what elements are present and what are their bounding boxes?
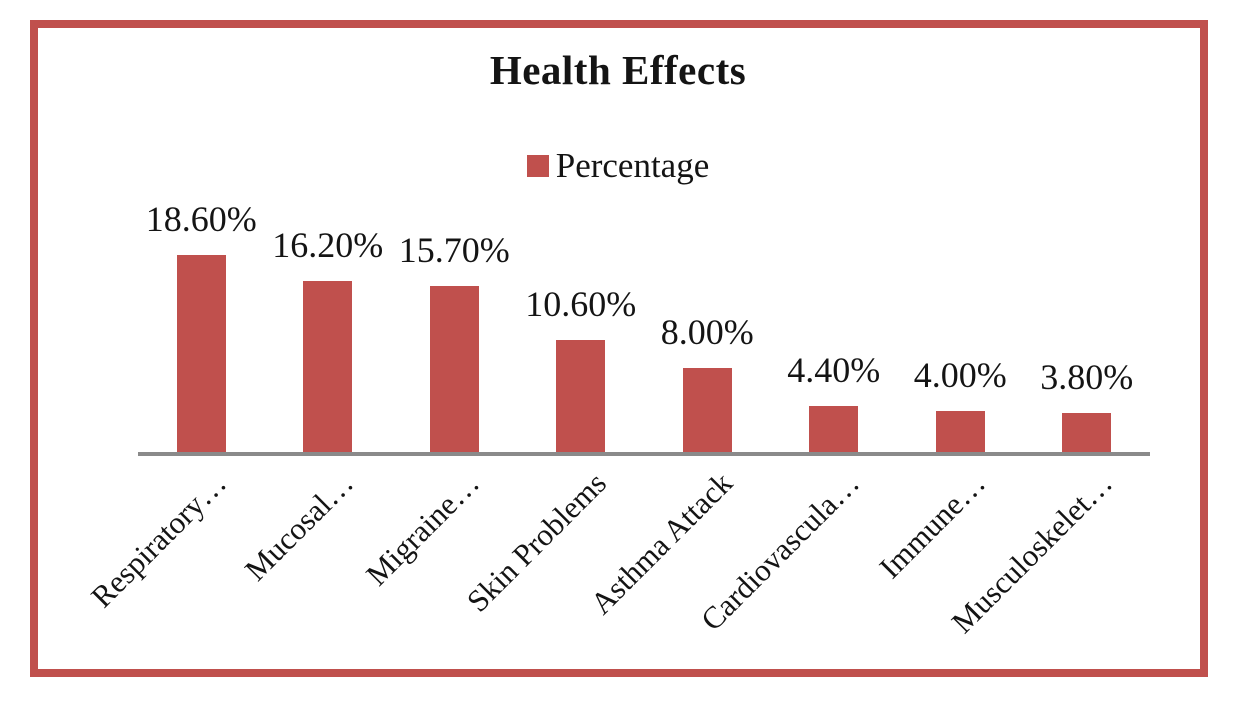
data-label-3: 15.70% (398, 230, 510, 271)
bar-5 (682, 368, 732, 455)
category-label-3: Migraine… (359, 465, 487, 593)
bar-1 (176, 255, 226, 455)
category-label-7: Immune… (872, 465, 993, 586)
bar-6 (809, 406, 859, 455)
data-label-6: 4.40% (787, 350, 881, 391)
category-label-6: Cardiovascula… (693, 465, 866, 638)
data-label-1: 18.60% (145, 199, 257, 240)
category-label-5: Asthma Attack (583, 465, 740, 621)
category-label-2: Mucosal… (237, 465, 360, 588)
category-label-8: Musculoskelet… (944, 465, 1119, 640)
x-axis-line (138, 452, 1150, 456)
chart-title: Health Effects (489, 47, 747, 93)
data-label-2: 16.20% (272, 224, 384, 265)
bar-7 (935, 410, 985, 455)
category-label-4: Skin Problems (459, 465, 613, 619)
category-label-1: Respiratory… (84, 465, 234, 615)
legend-series-label: Percentage (555, 146, 710, 185)
bar-2 (303, 280, 353, 455)
data-label-5: 8.00% (660, 312, 754, 353)
data-label-7: 4.00% (913, 354, 1007, 395)
bar-4 (556, 340, 606, 455)
bar-8 (1062, 412, 1112, 455)
legend-marker-swatch (526, 155, 549, 177)
legend: Percentage (0, 146, 1236, 186)
bar-3 (429, 286, 479, 455)
data-label-4: 10.60% (525, 284, 637, 325)
chart-border-frame (30, 20, 1208, 677)
data-label-8: 3.80% (1040, 356, 1134, 397)
